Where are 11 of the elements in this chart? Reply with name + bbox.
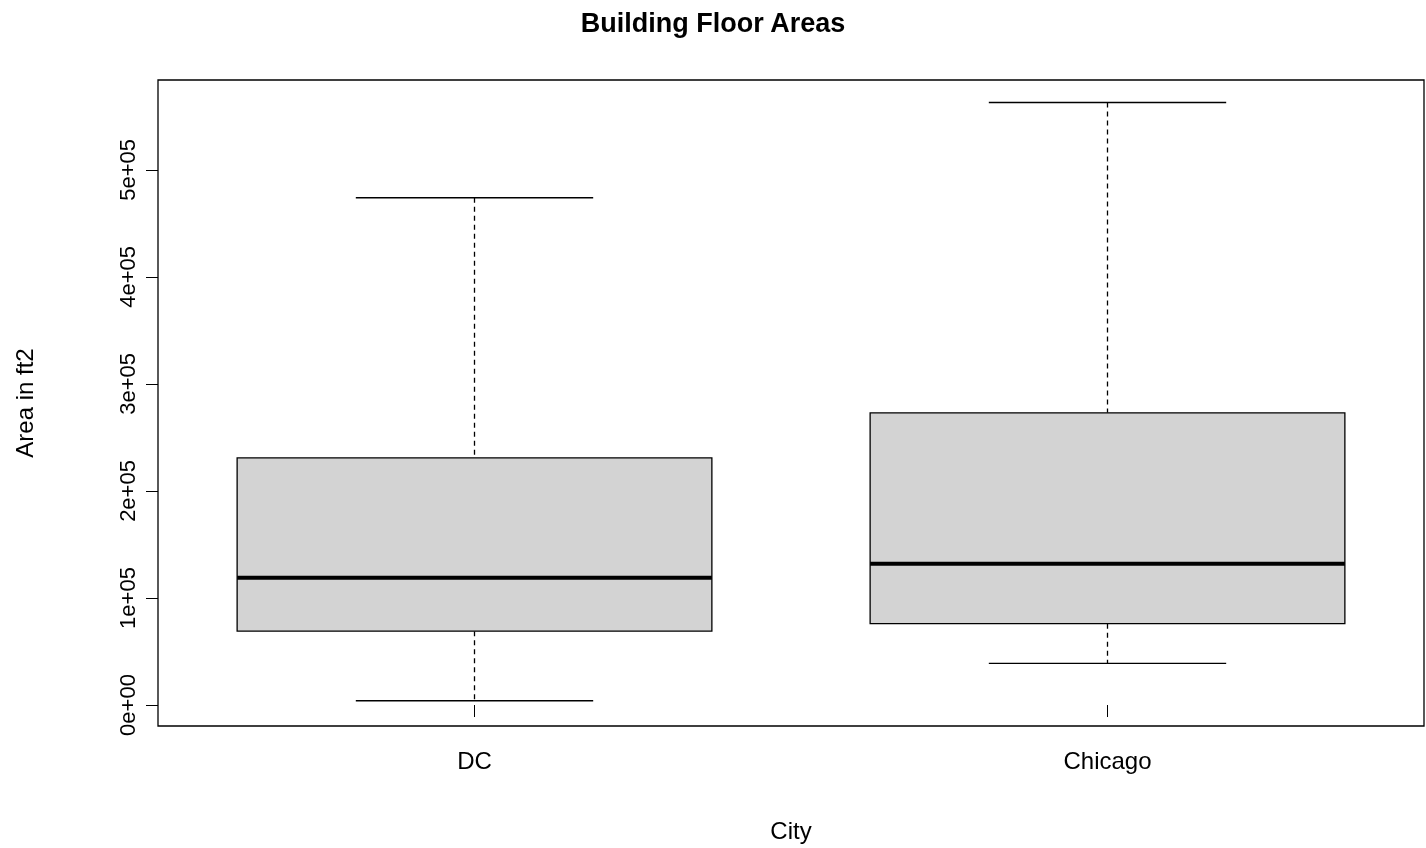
y-tick-label: 4e+05 (114, 246, 140, 308)
y-tick-label: 3e+05 (114, 353, 140, 415)
chart-title: Building Floor Areas (580, 7, 846, 38)
y-tick-label: 0e+00 (114, 674, 140, 736)
y-tick-label: 2e+05 (114, 460, 140, 522)
y-tick-label: 1e+05 (114, 567, 140, 629)
x-tick-label: DC (457, 746, 492, 774)
y-axis-title: Area in ft2 (10, 348, 38, 458)
x-axis-title: City (770, 816, 812, 844)
x-tick-label: Chicago (1063, 746, 1152, 774)
y-tick-label: 5e+05 (114, 139, 140, 201)
